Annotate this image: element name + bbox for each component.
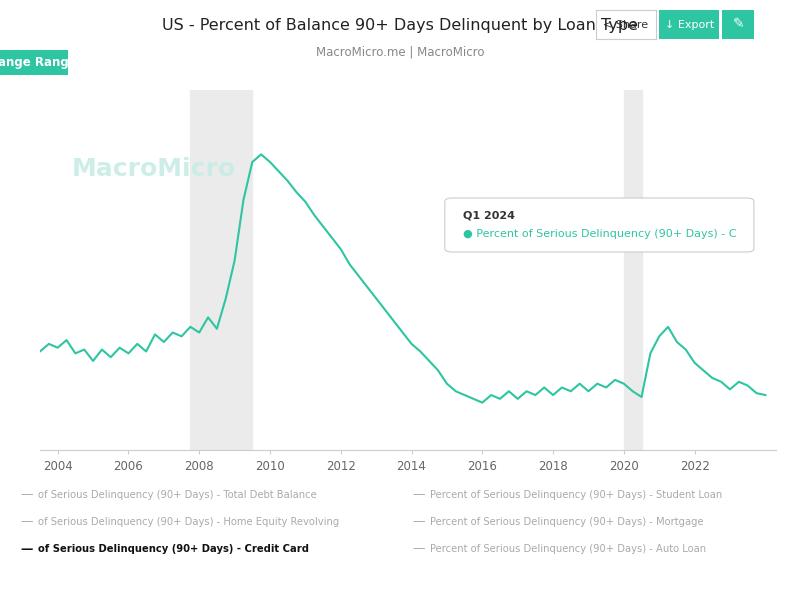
Text: ✎: ✎: [733, 17, 744, 32]
Bar: [624, 90, 642, 450]
Text: ↓ Export: ↓ Export: [665, 20, 714, 29]
Text: ange Range: ange Range: [0, 56, 77, 69]
Text: Q1 2024: Q1 2024: [463, 211, 515, 221]
Text: ● Percent of Serious Delinquency (90+ Days) - C: ● Percent of Serious Delinquency (90+ Da…: [463, 229, 737, 239]
Text: Percent of Serious Delinquency (90+ Days) - Mortgage: Percent of Serious Delinquency (90+ Days…: [430, 517, 704, 527]
Text: —: —: [20, 542, 32, 556]
Text: Percent of Serious Delinquency (90+ Days) - Student Loan: Percent of Serious Delinquency (90+ Days…: [430, 490, 722, 500]
Text: US - Percent of Balance 90+ Days Delinquent by Loan Type: US - Percent of Balance 90+ Days Delinqu…: [162, 18, 638, 33]
Text: MacroMicro: MacroMicro: [72, 157, 236, 181]
Text: —: —: [412, 515, 425, 529]
Text: < Share: < Share: [603, 20, 649, 29]
Text: —: —: [20, 515, 33, 529]
Text: —: —: [20, 488, 33, 502]
Text: of Serious Delinquency (90+ Days) - Home Equity Revolving: of Serious Delinquency (90+ Days) - Home…: [38, 517, 340, 527]
Text: of Serious Delinquency (90+ Days) - Total Debt Balance: of Serious Delinquency (90+ Days) - Tota…: [38, 490, 317, 500]
Bar: [190, 90, 252, 450]
FancyBboxPatch shape: [445, 198, 754, 252]
Text: Percent of Serious Delinquency (90+ Days) - Auto Loan: Percent of Serious Delinquency (90+ Days…: [430, 544, 706, 554]
Text: —: —: [412, 542, 425, 556]
Text: MacroMicro.me | MacroMicro: MacroMicro.me | MacroMicro: [316, 45, 484, 58]
Text: of Serious Delinquency (90+ Days) - Credit Card: of Serious Delinquency (90+ Days) - Cred…: [38, 544, 310, 554]
Text: —: —: [412, 488, 425, 502]
